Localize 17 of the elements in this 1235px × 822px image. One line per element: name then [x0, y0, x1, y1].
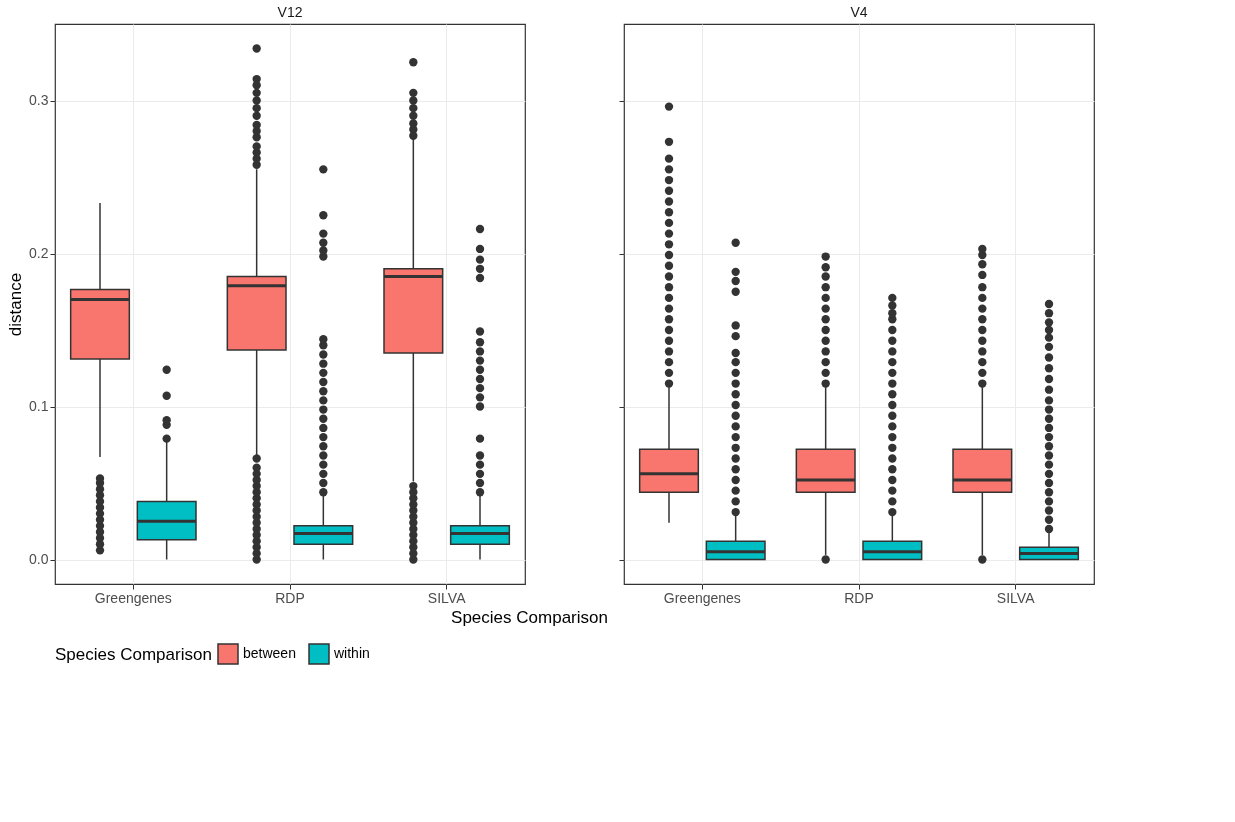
legend-label: within: [333, 645, 370, 661]
chart-title: V12: [277, 4, 303, 20]
y-tick-label: 0.2: [29, 245, 49, 262]
x-tick-label: RDP: [844, 589, 874, 606]
x-tick-label: RDP: [275, 589, 305, 606]
legend-title: Species Comparison: [55, 645, 212, 664]
chart-title: V4: [850, 4, 868, 20]
x-tick-label: SILVA: [427, 589, 467, 606]
x-tick-label: SILVA: [996, 589, 1036, 606]
y-tick-label: 0.1: [29, 398, 49, 415]
legend-label: between: [243, 645, 296, 661]
y-tick-label: 0.3: [29, 92, 49, 108]
y-axis-title: distance: [6, 272, 26, 337]
y-tick-label: 0.0: [29, 551, 49, 568]
x-tick-label: Greengenes: [663, 589, 741, 606]
x-axis-title: Species Comparison: [451, 607, 608, 627]
x-tick-label: Greengenes: [94, 589, 172, 606]
